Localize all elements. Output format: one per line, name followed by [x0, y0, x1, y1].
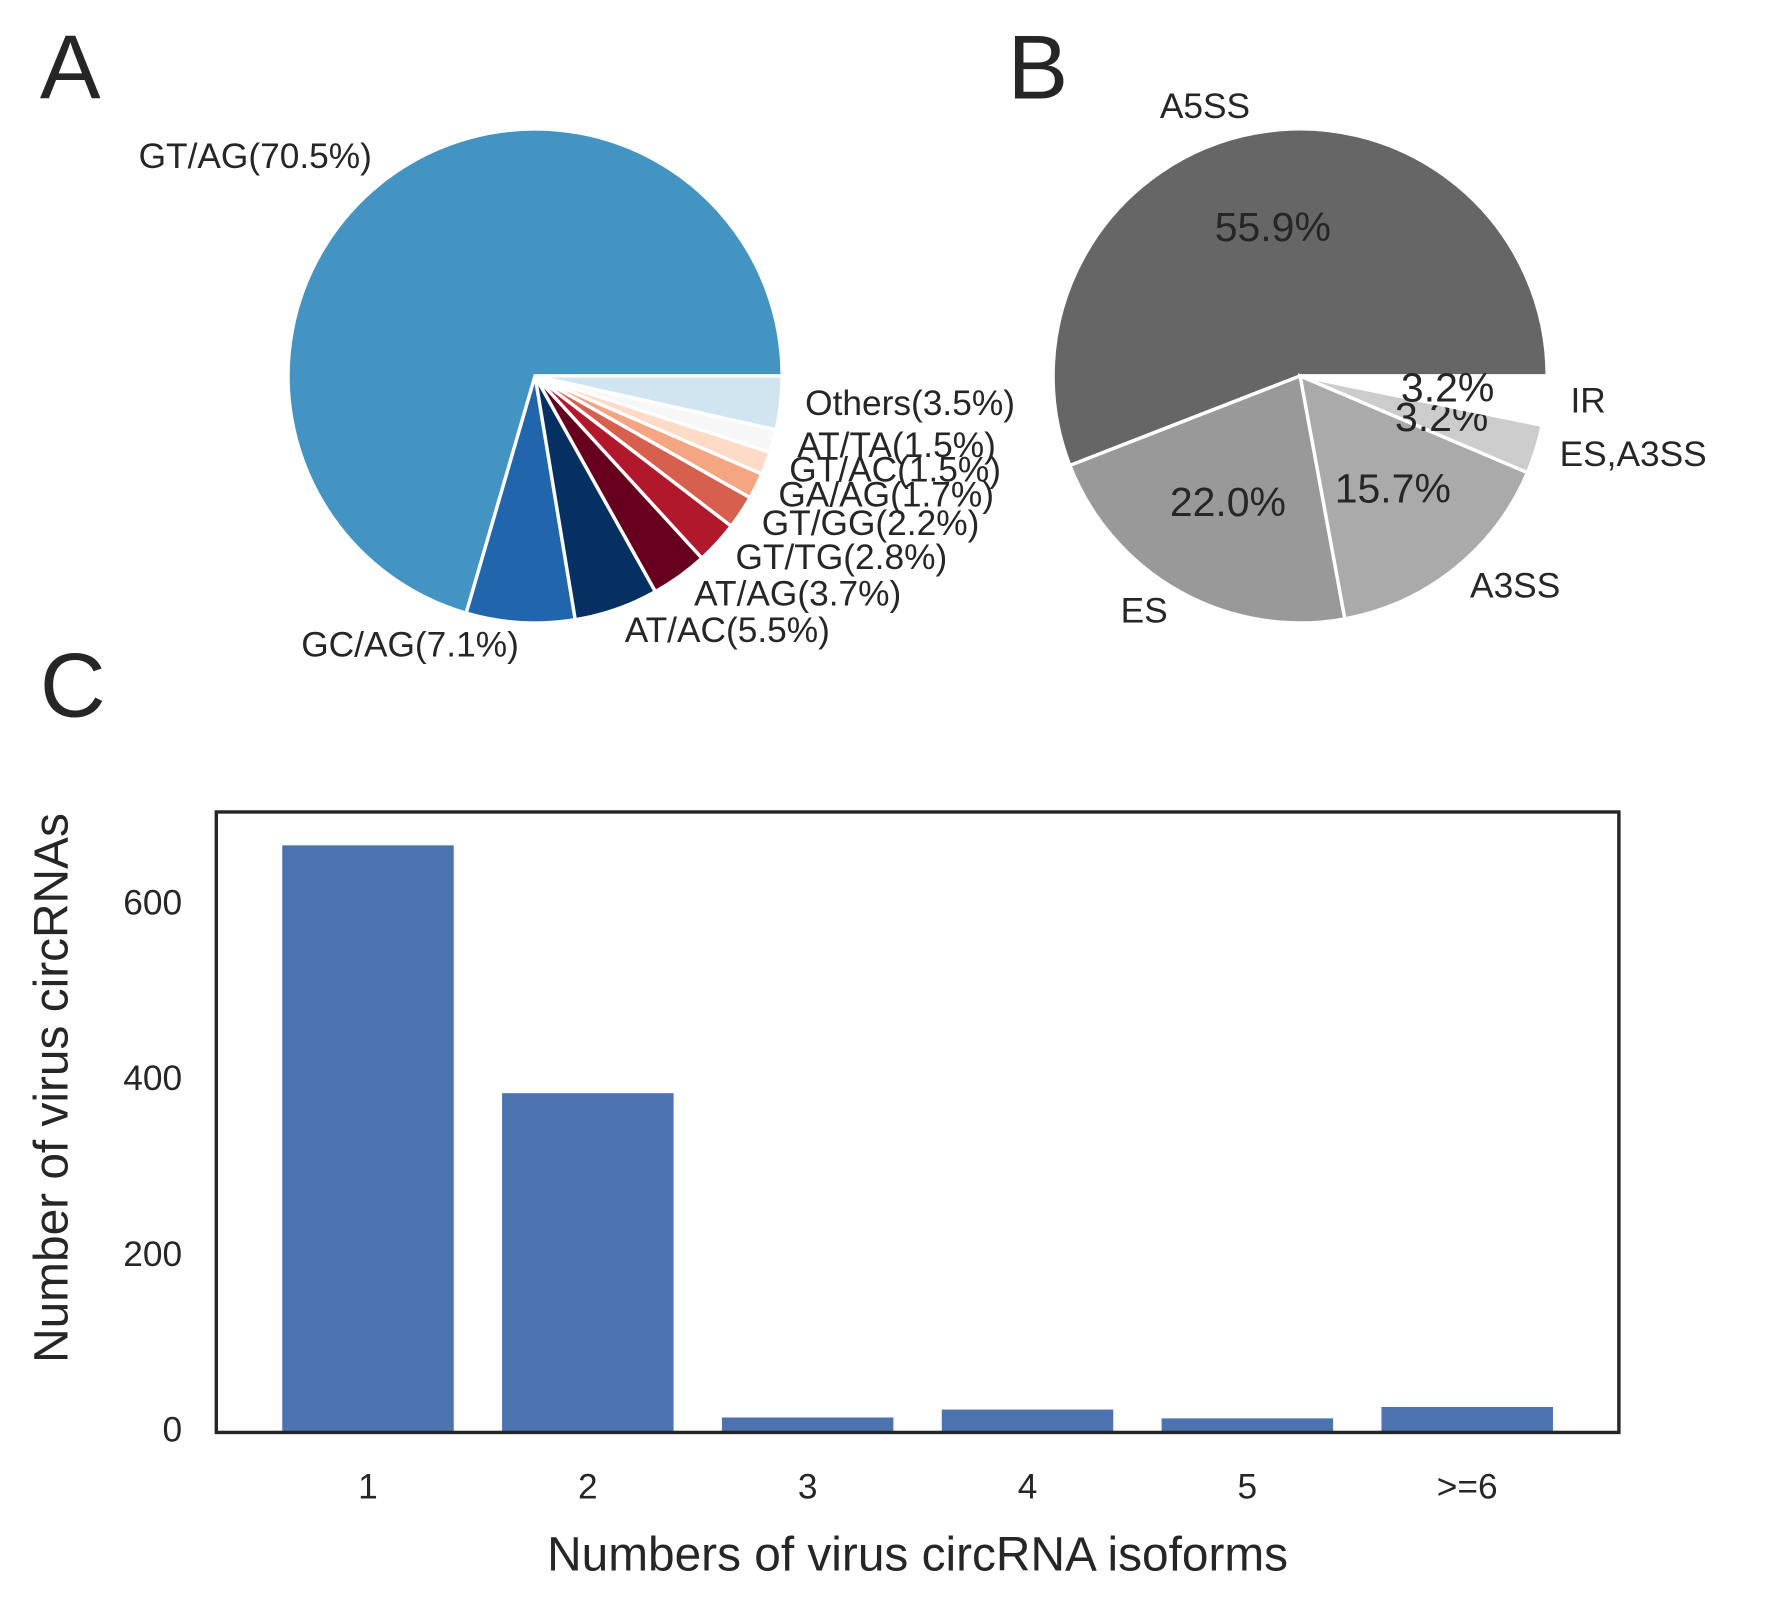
x-tick-label: 3 [798, 1468, 818, 1507]
slice-value-label: 3.2% [1401, 365, 1494, 411]
x-tick-label: 2 [578, 1468, 598, 1507]
slice-label: GC/AG(7.1%) [301, 626, 519, 665]
x-tick-label: 1 [358, 1468, 378, 1507]
y-axis-label: Number of virus circRNAs [25, 813, 78, 1363]
x-axis-label: Numbers of virus circRNA isoforms [547, 1528, 1288, 1581]
pie-slice [534, 374, 784, 432]
panel-label: C [40, 635, 106, 736]
panel-label: A [40, 17, 101, 118]
slice-label: GT/AC(1.5%) [789, 450, 1001, 489]
slice-label: ES [1121, 592, 1168, 631]
x-tick-label: >=6 [1437, 1468, 1498, 1507]
slice-label: IR [1571, 382, 1606, 421]
slice-label: A5SS [1160, 87, 1250, 126]
plot-frame [214, 810, 1621, 1435]
slice-label: Others(3.5%) [805, 384, 1015, 423]
pie-slice [1067, 373, 1347, 625]
slice-value-label: 22.0% [1170, 479, 1286, 525]
slice-value-label: 15.7% [1335, 465, 1451, 511]
slice-label: AT/AC(5.5%) [625, 611, 830, 650]
pie-slice [286, 127, 784, 616]
y-tick-label: 0 [163, 1411, 183, 1450]
slice-value-label: 55.9% [1215, 204, 1331, 250]
y-tick-label: 400 [123, 1059, 182, 1098]
pie-slice [464, 375, 578, 625]
slice-label: GT/TG(2.8%) [735, 538, 947, 577]
pie-slice [1299, 374, 1549, 428]
y-tick-label: 200 [123, 1235, 182, 1274]
bar [282, 845, 454, 1433]
bar [721, 1417, 894, 1433]
slice-label: AT/TA(1.5%) [797, 426, 996, 465]
pie-slice [1297, 373, 1530, 621]
x-tick-label: 5 [1238, 1468, 1258, 1507]
y-tick-label: 600 [123, 883, 182, 922]
panel-label: B [1008, 17, 1069, 118]
slice-label: GT/GG(2.2%) [762, 504, 980, 543]
bar [941, 1409, 1114, 1433]
x-tick-label: 4 [1018, 1468, 1038, 1507]
bar [1381, 1406, 1553, 1433]
bar [1161, 1418, 1334, 1433]
slice-label: AT/AG(3.7%) [694, 575, 901, 614]
slice-label: GT/AG(70.5%) [139, 137, 372, 176]
slice-label: ES,A3SS [1560, 435, 1707, 474]
slice-label: GA/AG(1.7%) [778, 475, 994, 514]
pie-slice [1051, 127, 1549, 468]
bar [502, 1093, 674, 1433]
slice-label: A3SS [1470, 566, 1560, 605]
